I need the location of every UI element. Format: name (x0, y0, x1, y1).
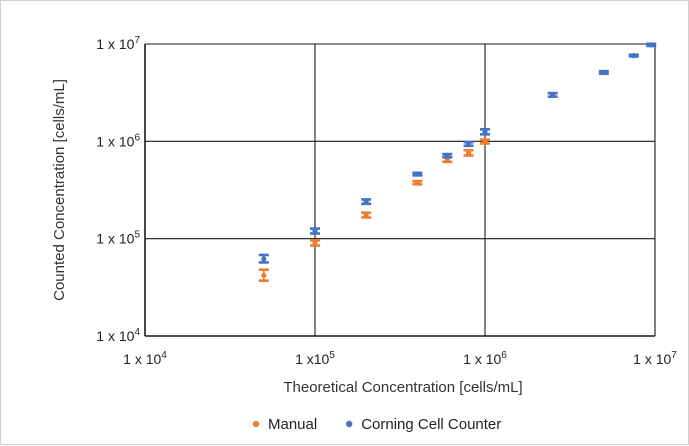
x-tick-label: 1 x 107 (633, 350, 677, 367)
x-axis-title: Theoretical Concentration [cells/mL] (283, 379, 522, 396)
corning-cell-counter-point (258, 253, 269, 264)
legend-marker-corning-cell-counter (346, 420, 353, 428)
corning-cell-counter-point (463, 140, 474, 148)
manual-marker (312, 240, 318, 246)
legend-item-manual: Manual (252, 416, 317, 433)
manual-point (258, 268, 269, 282)
manual-point (463, 148, 474, 157)
x-tick-label-mantissa: 1 x 10 (633, 351, 671, 367)
corning-cell-counter-marker (631, 53, 637, 59)
corning-cell-counter-point (628, 53, 639, 59)
x-tick-label-mantissa: 1 x 10 (123, 351, 161, 367)
corning-cell-counter-point (598, 69, 609, 76)
corning-cell-counter-marker (261, 256, 267, 262)
y-tick-label-mantissa: 1 x 10 (96, 328, 134, 344)
y-tick-label-mantissa: 1 x 10 (96, 36, 134, 52)
manual-marker (482, 139, 488, 145)
manual-marker (414, 180, 420, 186)
corning-cell-counter-marker (444, 153, 450, 159)
corning-cell-counter-marker (312, 228, 318, 234)
x-tick-label: 1 x 104 (123, 350, 167, 367)
corning-cell-counter-marker (363, 199, 369, 205)
x-tick-label-exponent: 7 (671, 350, 677, 361)
x-tick-label-exponent: 4 (161, 350, 167, 361)
corning-cell-counter-point (310, 227, 320, 235)
x-tick-label-mantissa: 1 x10 (295, 351, 329, 367)
legend-label-corning-cell-counter: Corning Cell Counter (361, 416, 501, 433)
corning-cell-counter-marker (550, 92, 556, 98)
manual-marker (261, 272, 267, 278)
y-tick-label-mantissa: 1 x 10 (96, 133, 134, 149)
legend-marker-manual (252, 420, 260, 428)
manual-point (361, 211, 372, 219)
y-tick-label: 1 x 105 (96, 230, 140, 247)
corning-cell-counter-point (480, 127, 490, 136)
x-tick-label: 1 x 106 (463, 350, 507, 367)
x-tick-label-mantissa: 1 x 10 (463, 351, 501, 367)
y-tick-label-exponent: 5 (134, 230, 140, 241)
x-tick-label: 1 x105 (295, 350, 335, 367)
y-tick-label: 1 x 107 (96, 35, 140, 52)
corning-cell-counter-marker (601, 69, 607, 76)
corning-cell-counter-point (412, 171, 423, 177)
corning-cell-counter-point (361, 198, 372, 206)
y-tick-label-exponent: 7 (134, 35, 140, 46)
x-tick-label-exponent: 5 (329, 350, 335, 361)
y-tick-label: 1 x 106 (96, 132, 140, 149)
legend-item-corning-cell-counter: Corning Cell Counter (346, 416, 501, 433)
y-tick-label-mantissa: 1 x 10 (96, 231, 134, 247)
corning-cell-counter-marker (414, 171, 420, 177)
corning-cell-counter-marker (482, 129, 488, 135)
y-tick-label-exponent: 4 (134, 327, 140, 338)
manual-point (310, 239, 320, 247)
manual-point (412, 179, 423, 186)
corning-cell-counter-point (646, 42, 657, 48)
y-axis-title: Counted Concentration [cells/mL] (51, 79, 68, 301)
x-tick-label-exponent: 6 (501, 350, 507, 361)
manual-point (480, 138, 490, 145)
corning-cell-counter-marker (465, 141, 472, 147)
manual-marker (465, 150, 472, 156)
legend-label-manual: Manual (268, 416, 317, 433)
corning-cell-counter-marker (648, 42, 654, 48)
y-tick-label: 1 x 104 (96, 327, 140, 344)
manual-marker (363, 212, 369, 218)
corning-cell-counter-point (442, 152, 453, 159)
corning-cell-counter-point (547, 91, 558, 98)
y-tick-label-exponent: 6 (134, 132, 140, 143)
